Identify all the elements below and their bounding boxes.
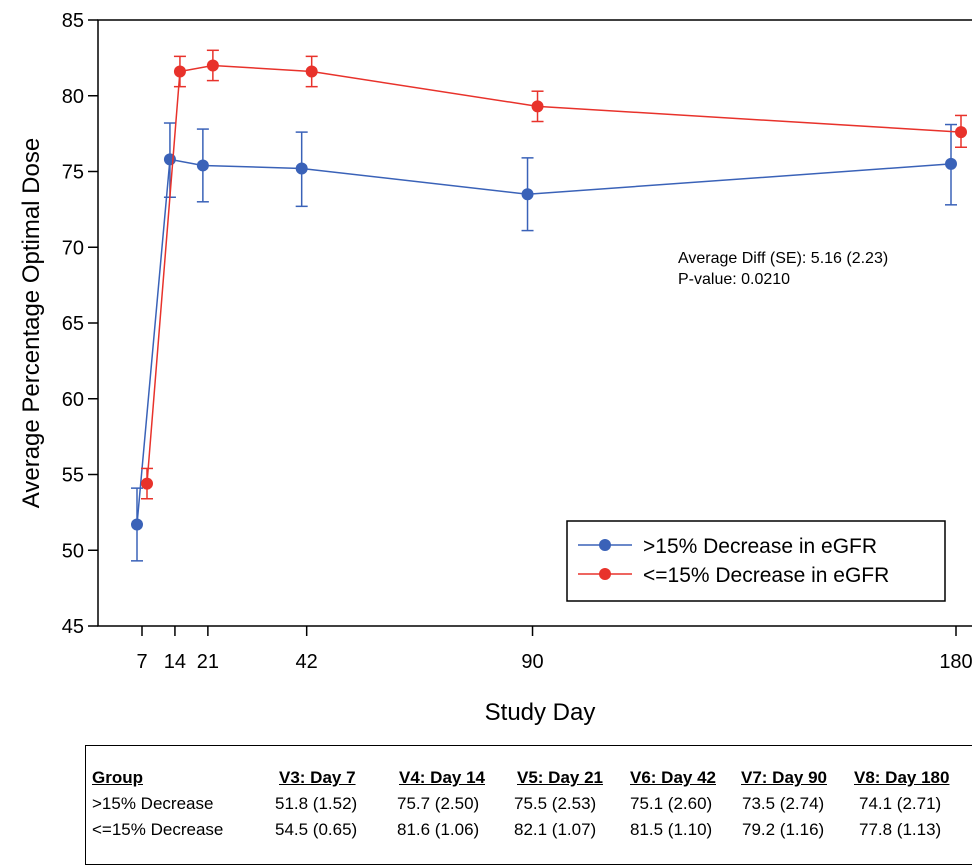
legend-marker-series-1 [599, 539, 611, 551]
x-tick-label: 180 [939, 651, 972, 673]
y-tick-label: 85 [62, 10, 84, 32]
data-point [305, 65, 318, 78]
table-row-1-day42: 75.1 (2.60) [630, 794, 713, 813]
legend: >15% Decrease in eGFR <=15% Decrease in … [566, 520, 946, 602]
data-point [531, 100, 544, 113]
annotation-pvalue: P-value: 0.0210 [678, 271, 790, 288]
table-header-group: Group [92, 768, 143, 787]
table-row-1-day180: 74.1 (2.71) [859, 794, 942, 813]
table-row-2-day180: 77.8 (1.13) [859, 820, 942, 839]
legend-label-series-1: >15% Decrease in eGFR [643, 535, 877, 558]
table-row-1-day14: 75.7 (2.50) [397, 794, 480, 813]
table-row-2-day90: 79.2 (1.16) [742, 820, 825, 839]
series-line [136, 158, 952, 525]
data-point [521, 188, 534, 201]
data-point [196, 159, 209, 172]
x-tick-label: 7 [136, 651, 147, 673]
x-axis-label: Study Day [485, 699, 596, 726]
legend-box [566, 520, 946, 602]
data-point [206, 59, 219, 72]
data-point [955, 126, 967, 139]
line-chart: 45 50 55 60 65 70 75 80 85 7 14 21 42 90 180 Average D… [18, 10, 972, 726]
table-header-day90: V7: Day 90 [741, 768, 827, 787]
data-point [173, 65, 186, 78]
data-point [141, 477, 153, 490]
table-row-1-day7: 51.8 (1.52) [275, 794, 358, 813]
table-header-day42: V6: Day 42 [630, 768, 716, 787]
series-2 [141, 49, 967, 500]
table-row-2-day21: 82.1 (1.07) [514, 820, 597, 839]
series-line [146, 64, 962, 484]
legend-label-series-2: <=15% Decrease in eGFR [643, 564, 889, 587]
x-tick-label: 14 [164, 651, 186, 673]
y-tick-label: 80 [62, 86, 84, 108]
data-point [163, 153, 176, 166]
table-header-day7: V3: Day 7 [279, 768, 356, 787]
table-row-1-day90: 73.5 (2.74) [742, 794, 825, 813]
table-row-2-day14: 81.6 (1.06) [397, 820, 480, 839]
annotation-diff: Average Diff (SE): 5.16 (2.23) [678, 250, 888, 267]
y-tick-label: 65 [62, 313, 84, 335]
table-row-1-day21: 75.5 (2.53) [514, 794, 597, 813]
table-row-2-group: <=15% Decrease [92, 820, 224, 839]
data-point [131, 518, 143, 531]
y-tick-label: 55 [62, 465, 84, 487]
y-tick-label: 70 [62, 237, 84, 259]
y-axis-label: Average Percentage Optimal Dose [18, 138, 45, 508]
y-tick-label: 60 [62, 389, 84, 411]
table-row-1-group: >15% Decrease [92, 794, 214, 813]
axes: 45 50 55 60 65 70 75 80 85 7 14 21 42 90 180 [62, 10, 972, 673]
data-point [945, 157, 957, 170]
x-tick-label: 90 [521, 651, 543, 673]
table-header-day21: V5: Day 21 [517, 768, 603, 787]
table-row-2-day7: 54.5 (0.65) [275, 820, 358, 839]
x-tick-label: 42 [296, 651, 318, 673]
y-tick-label: 45 [62, 616, 84, 638]
series-1 [131, 122, 957, 562]
summary-table: Group V3: Day 7 V4: Day 14 V5: Day 21 V6… [85, 745, 972, 865]
table-header-day14: V4: Day 14 [399, 768, 485, 787]
table-header-day180: V8: Day 180 [854, 768, 950, 787]
table-row-2-day42: 81.5 (1.10) [630, 820, 713, 839]
x-tick-label: 21 [197, 651, 219, 673]
data-point [295, 162, 308, 175]
series-layer [131, 49, 967, 562]
y-tick-label: 50 [62, 540, 84, 562]
y-tick-label: 75 [62, 162, 84, 184]
legend-marker-series-2 [599, 568, 611, 580]
